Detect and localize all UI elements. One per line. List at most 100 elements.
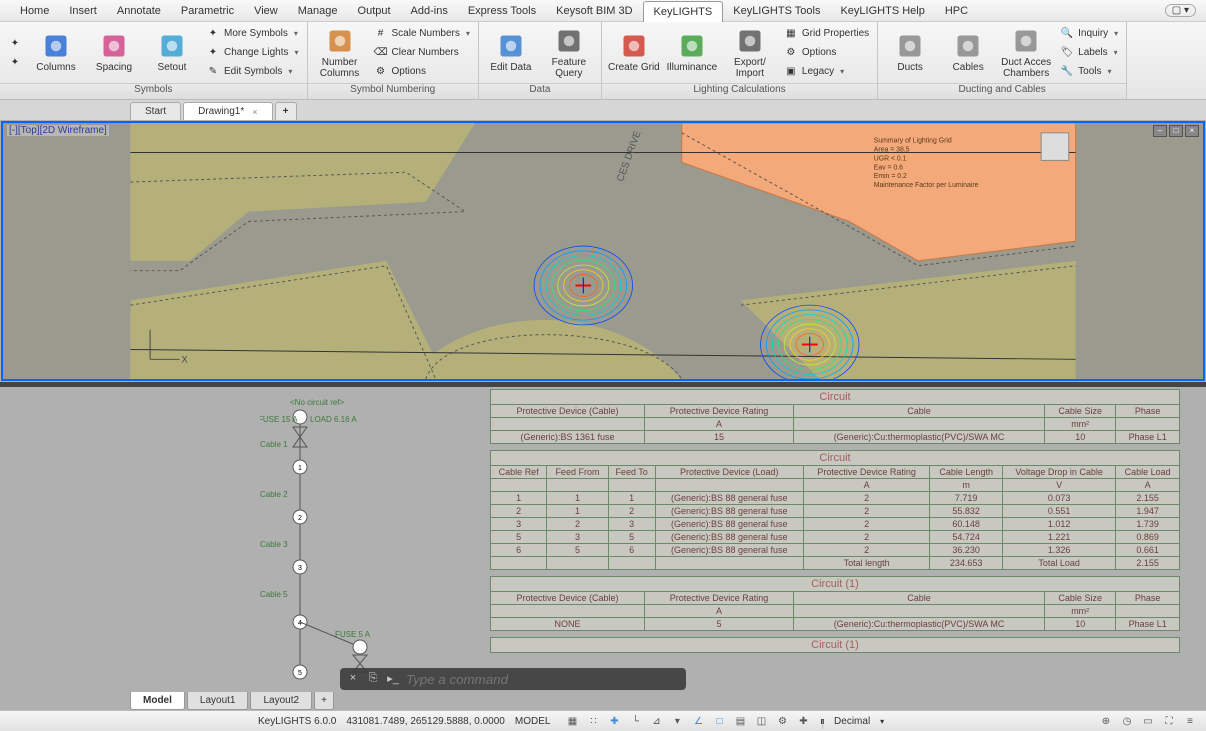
- drawing-canvas[interactable]: CES DRIVESummary of Lighting GridArea = …: [3, 123, 1203, 379]
- svg-text:Cable 1: Cable 1: [260, 440, 288, 449]
- snap-icon[interactable]: ∷: [585, 713, 601, 729]
- cmd-config-icon[interactable]: ⎘: [366, 672, 380, 686]
- custom-icon[interactable]: ≡: [1182, 713, 1198, 729]
- illuminance-button[interactable]: Illuminance: [666, 25, 718, 81]
- options-button[interactable]: ⚙Options: [372, 63, 472, 81]
- vp-minimize[interactable]: –: [1153, 125, 1167, 137]
- workspace-icon[interactable]: ◷: [1119, 713, 1135, 729]
- grid-properties-button[interactable]: ▦Grid Properties: [782, 25, 871, 43]
- menu-output[interactable]: Output: [348, 0, 401, 21]
- status-mode[interactable]: MODEL: [515, 716, 551, 727]
- menu-home[interactable]: Home: [10, 0, 59, 21]
- lweight-icon[interactable]: ▤: [732, 713, 748, 729]
- file-tabs: StartDrawing1*×+: [0, 100, 1206, 120]
- menu-keylights-tools[interactable]: KeyLIGHTS Tools: [723, 0, 830, 21]
- panel-ducting-and-cables: DuctsCablesDuct Acces Chambers 🔍Inquiry🏷L…: [878, 22, 1127, 99]
- export-import-button[interactable]: Export/ Import: [724, 25, 776, 81]
- menu-add-ins[interactable]: Add-ins: [401, 0, 458, 21]
- transp-icon[interactable]: ◫: [753, 713, 769, 729]
- svg-text:5: 5: [298, 670, 302, 677]
- status-app: KeyLIGHTS 6.0.0: [258, 716, 336, 727]
- columns-button[interactable]: Columns: [30, 25, 82, 81]
- more-symbols-button[interactable]: ✦More Symbols: [204, 25, 301, 43]
- svg-text:FUSE 15 A: FUSE 15 A: [260, 415, 298, 424]
- menu-hpc[interactable]: HPC: [935, 0, 978, 21]
- menu-keylights[interactable]: KeyLIGHTS: [643, 1, 724, 22]
- svg-text:Cable 2: Cable 2: [260, 490, 288, 499]
- cleanscreen-icon[interactable]: ⛶: [1161, 713, 1177, 729]
- svg-text:<No circuit ref>: <No circuit ref>: [290, 398, 345, 407]
- menu-extras[interactable]: ▢ ▾: [1165, 4, 1196, 17]
- ducts-button[interactable]: Ducts: [884, 25, 936, 81]
- create-grid-button[interactable]: Create Grid: [608, 25, 660, 81]
- menu-annotate[interactable]: Annotate: [107, 0, 171, 21]
- status-scale[interactable]: Decimal: [834, 716, 870, 727]
- cmd-prompt-icon: ▸_: [386, 672, 400, 686]
- layout-tab-layout1[interactable]: Layout1: [187, 692, 249, 710]
- menu-view[interactable]: View: [244, 0, 288, 21]
- new-tab-button[interactable]: +: [275, 102, 297, 120]
- cables-button[interactable]: Cables: [942, 25, 994, 81]
- annoscale-icon[interactable]: ▭: [1140, 713, 1156, 729]
- number-columns-button[interactable]: Number Columns: [314, 25, 366, 81]
- menu-manage[interactable]: Manage: [288, 0, 348, 21]
- ortho-icon[interactable]: └: [627, 713, 643, 729]
- legacy-button[interactable]: ▣Legacy: [782, 63, 871, 81]
- svg-text:Summary of Lighting Grid: Summary of Lighting Grid: [874, 138, 952, 145]
- change-lights-button[interactable]: ✦Change Lights: [204, 44, 301, 62]
- add-layout-button[interactable]: +: [314, 692, 334, 710]
- svg-text:Maintenance Factor per Luminai: Maintenance Factor per Luminaire: [874, 182, 979, 189]
- duct-acces-chambers-button[interactable]: Duct Acces Chambers: [1000, 25, 1052, 81]
- close-tab-icon[interactable]: ×: [252, 107, 257, 117]
- edit-data-button[interactable]: Edit Data: [485, 25, 537, 81]
- panel-lighting-calculations: Create GridIlluminanceExport/ Import ▦Gri…: [602, 22, 878, 99]
- osnap-icon[interactable]: ∠: [690, 713, 706, 729]
- layout-tab-layout2[interactable]: Layout2: [250, 692, 312, 710]
- quickprops-icon[interactable]: ⊕: [1098, 713, 1114, 729]
- menu-express-tools[interactable]: Express Tools: [458, 0, 546, 21]
- panel-symbol-numbering: Number Columns #Scale Numbers⌫Clear Numbe…: [308, 22, 479, 99]
- restrict-icon[interactable]: ✚: [606, 713, 622, 729]
- otrack-icon[interactable]: □: [711, 713, 727, 729]
- viewport[interactable]: [-][Top][2D Wireframe] – □ × CES DRIVESu…: [1, 121, 1205, 381]
- annomon-icon[interactable]: ✚: [795, 713, 811, 729]
- menu-parametric[interactable]: Parametric: [171, 0, 244, 21]
- menu-insert[interactable]: Insert: [59, 0, 107, 21]
- vp-close[interactable]: ×: [1185, 125, 1199, 137]
- cycle-icon[interactable]: ⚙: [774, 713, 790, 729]
- viewport-label[interactable]: [-][Top][2D Wireframe]: [7, 125, 109, 136]
- polar-icon[interactable]: ⊿: [648, 713, 664, 729]
- labels-button[interactable]: 🏷Labels: [1058, 44, 1120, 62]
- command-line[interactable]: × ⎘ ▸_: [340, 668, 686, 690]
- viewport-controls: – □ ×: [1153, 125, 1199, 137]
- inquiry-button[interactable]: 🔍Inquiry: [1058, 25, 1120, 43]
- clear-numbers-button[interactable]: ⌫Clear Numbers: [372, 44, 472, 62]
- circuit-schematic: <No circuit ref>12345FUSE 15 ALOAD 6.16 …: [260, 397, 460, 697]
- svg-text:FUSE 5 A: FUSE 5 A: [335, 630, 371, 639]
- svg-text:LOAD 6.16 A: LOAD 6.16 A: [310, 415, 357, 424]
- grid-icon[interactable]: ▦: [564, 713, 580, 729]
- svg-text:4: 4: [298, 620, 302, 627]
- menu-keysoft-bim-3d[interactable]: Keysoft BIM 3D: [546, 0, 642, 21]
- options-button[interactable]: ⚙Options: [782, 44, 871, 62]
- panel-data: Edit DataFeature QueryData: [479, 22, 602, 99]
- feature-query-button[interactable]: Feature Query: [543, 25, 595, 81]
- iso-icon[interactable]: ▾: [669, 713, 685, 729]
- scale-numbers-button[interactable]: #Scale Numbers: [372, 25, 472, 43]
- vp-maximize[interactable]: □: [1169, 125, 1183, 137]
- panel-symbols: ✦✦ColumnsSpacingSetout✦More Symbols✦Chan…: [0, 22, 308, 99]
- file-tab[interactable]: Start: [130, 102, 181, 120]
- setout-button[interactable]: Setout: [146, 25, 198, 81]
- cmd-close-icon[interactable]: ×: [346, 672, 360, 686]
- tools-button[interactable]: 🔧Tools: [1058, 63, 1120, 81]
- menu-keylights-help[interactable]: KeyLIGHTS Help: [830, 0, 934, 21]
- layout-tab-model[interactable]: Model: [130, 692, 185, 710]
- status-toggles: ▦ ∷ ✚ └ ⊿ ▾ ∠ □ ▤ ◫ ⚙ ✚: [564, 713, 811, 729]
- svg-text:Emin = 0.2: Emin = 0.2: [874, 173, 907, 180]
- svg-text:Eav = 0.6: Eav = 0.6: [874, 164, 903, 171]
- svg-text:Cable 5: Cable 5: [260, 590, 288, 599]
- file-tab[interactable]: Drawing1*×: [183, 102, 272, 120]
- edit-symbols-button[interactable]: ✎Edit Symbols: [204, 63, 301, 81]
- spacing-button[interactable]: Spacing: [88, 25, 140, 81]
- command-input[interactable]: [406, 672, 680, 687]
